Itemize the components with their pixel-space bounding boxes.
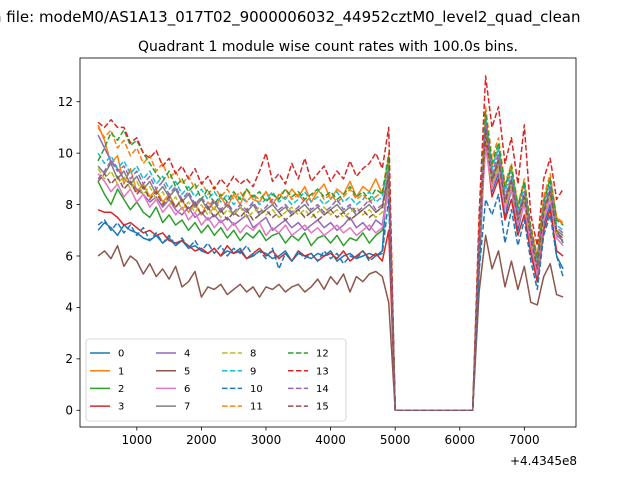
legend-label-13: 13 — [316, 366, 329, 377]
series-line-13 — [97, 75, 564, 412]
series-line-11 — [97, 106, 564, 412]
legend-label-14: 14 — [316, 384, 329, 395]
legend-label-1: 1 — [118, 366, 124, 377]
y-tick-label-2: 2 — [65, 352, 73, 366]
series-line-9 — [97, 116, 564, 412]
legend-label-12: 12 — [316, 349, 329, 360]
x-tick-label-1000: 1000 — [122, 433, 153, 447]
series-line-8 — [97, 131, 564, 412]
series-lines — [97, 75, 564, 412]
y-tick-label-10: 10 — [58, 146, 73, 160]
x-tick-label-4000: 4000 — [315, 433, 346, 447]
series-line-10 — [97, 193, 564, 412]
y-tick-label-4: 4 — [65, 301, 73, 315]
legend-label-7: 7 — [184, 402, 190, 413]
chart-title: Quadrant 1 module wise count rates with … — [138, 39, 518, 55]
x-tick-label-5000: 5000 — [380, 433, 411, 447]
legend-label-15: 15 — [316, 402, 329, 413]
series-line-14 — [97, 121, 564, 412]
legend-label-8: 8 — [250, 349, 256, 360]
legend-box — [85, 338, 347, 422]
legend-label-3: 3 — [118, 402, 124, 413]
y-tick-label-0: 0 — [65, 404, 73, 418]
legend-label-5: 5 — [184, 366, 190, 377]
x-tick-label-7000: 7000 — [509, 433, 540, 447]
x-tick-label-3000: 3000 — [251, 433, 282, 447]
y-tick-label-8: 8 — [65, 198, 73, 212]
legend-label-11: 11 — [250, 402, 263, 413]
x-offset-label: +4.4345e8 — [510, 454, 577, 468]
legend-label-10: 10 — [250, 384, 263, 395]
x-tick-label-2000: 2000 — [186, 433, 217, 447]
y-tick-label-6: 6 — [65, 249, 73, 263]
legend-label-0: 0 — [118, 349, 124, 360]
legend-label-6: 6 — [184, 384, 190, 395]
x-tick-label-6000: 6000 — [444, 433, 475, 447]
series-line-5 — [97, 234, 564, 412]
legend-label-4: 4 — [184, 349, 190, 360]
plot-frame — [79, 57, 577, 428]
legend-label-2: 2 — [118, 384, 124, 395]
series-line-15 — [97, 129, 564, 412]
figure-suptitle: n file: modeM0/AS1A13_017T02_9000006032_… — [0, 8, 581, 27]
y-tick-label-12: 12 — [58, 95, 73, 109]
series-line-6 — [97, 147, 564, 412]
legend-label-9: 9 — [250, 366, 256, 377]
series-line-12 — [97, 111, 564, 412]
series-line-3 — [97, 139, 564, 412]
